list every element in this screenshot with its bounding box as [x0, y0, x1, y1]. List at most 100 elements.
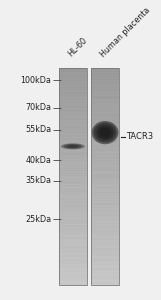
- Bar: [91, 134, 119, 135]
- Bar: [91, 253, 119, 254]
- Bar: [59, 102, 87, 103]
- Bar: [91, 116, 119, 117]
- Bar: [91, 159, 119, 160]
- Bar: [91, 91, 119, 92]
- Bar: [91, 195, 119, 196]
- Bar: [91, 105, 119, 106]
- Bar: [91, 275, 119, 276]
- Bar: [91, 226, 119, 227]
- Bar: [59, 169, 87, 170]
- Bar: [59, 154, 87, 155]
- Bar: [91, 223, 119, 224]
- Bar: [91, 189, 119, 190]
- Bar: [59, 174, 87, 175]
- Bar: [91, 209, 119, 210]
- Bar: [59, 70, 87, 71]
- Bar: [91, 198, 119, 199]
- Bar: [59, 257, 87, 258]
- Bar: [91, 124, 119, 125]
- Bar: [59, 143, 87, 144]
- Bar: [59, 275, 87, 276]
- Bar: [59, 246, 87, 247]
- Bar: [91, 178, 119, 179]
- Bar: [59, 151, 87, 152]
- Bar: [59, 232, 87, 233]
- Bar: [91, 252, 119, 253]
- Bar: [91, 70, 119, 71]
- Bar: [59, 225, 87, 226]
- Bar: [59, 234, 87, 235]
- Bar: [91, 270, 119, 271]
- Bar: [91, 68, 119, 69]
- Bar: [91, 89, 119, 90]
- Bar: [91, 192, 119, 193]
- Bar: [59, 145, 87, 146]
- Ellipse shape: [99, 128, 111, 138]
- Bar: [59, 274, 87, 275]
- Bar: [91, 172, 119, 173]
- Bar: [59, 158, 87, 159]
- Bar: [59, 250, 87, 251]
- Bar: [91, 87, 119, 88]
- Bar: [91, 271, 119, 272]
- Bar: [91, 268, 119, 269]
- Bar: [91, 155, 119, 156]
- Bar: [59, 187, 87, 188]
- Bar: [91, 103, 119, 104]
- Bar: [59, 99, 87, 100]
- Bar: [59, 133, 87, 134]
- Bar: [91, 238, 119, 239]
- Bar: [59, 156, 87, 157]
- Bar: [59, 247, 87, 248]
- Text: 35kDa: 35kDa: [25, 176, 51, 185]
- Bar: [59, 87, 87, 88]
- Bar: [91, 187, 119, 188]
- Bar: [59, 244, 87, 245]
- Bar: [91, 153, 119, 154]
- Bar: [91, 183, 119, 184]
- Bar: [91, 230, 119, 231]
- Bar: [59, 126, 87, 127]
- Bar: [91, 280, 119, 281]
- Bar: [59, 279, 87, 280]
- Bar: [91, 204, 119, 205]
- Bar: [59, 256, 87, 257]
- Bar: [91, 84, 119, 85]
- Bar: [91, 284, 119, 285]
- Bar: [59, 193, 87, 194]
- Bar: [91, 141, 119, 142]
- Bar: [59, 243, 87, 244]
- Bar: [59, 261, 87, 262]
- Bar: [91, 236, 119, 237]
- Bar: [91, 115, 119, 116]
- Bar: [91, 149, 119, 150]
- Bar: [91, 190, 119, 191]
- Bar: [59, 222, 87, 223]
- Bar: [59, 223, 87, 224]
- Bar: [59, 282, 87, 283]
- Text: TACR3: TACR3: [126, 132, 153, 141]
- Bar: [91, 135, 119, 136]
- Bar: [59, 229, 87, 230]
- Bar: [91, 85, 119, 86]
- Bar: [91, 266, 119, 267]
- Bar: [91, 213, 119, 214]
- Bar: [91, 229, 119, 230]
- Bar: [91, 258, 119, 259]
- Bar: [91, 101, 119, 102]
- Bar: [59, 248, 87, 249]
- Bar: [91, 69, 119, 70]
- Bar: [91, 138, 119, 139]
- Bar: [91, 194, 119, 195]
- Bar: [91, 126, 119, 127]
- Bar: [91, 97, 119, 98]
- Bar: [91, 244, 119, 245]
- Bar: [91, 179, 119, 180]
- Bar: [59, 231, 87, 232]
- Bar: [59, 277, 87, 278]
- Bar: [59, 134, 87, 135]
- Bar: [91, 114, 119, 115]
- Bar: [59, 204, 87, 205]
- Bar: [91, 118, 119, 119]
- Bar: [59, 236, 87, 237]
